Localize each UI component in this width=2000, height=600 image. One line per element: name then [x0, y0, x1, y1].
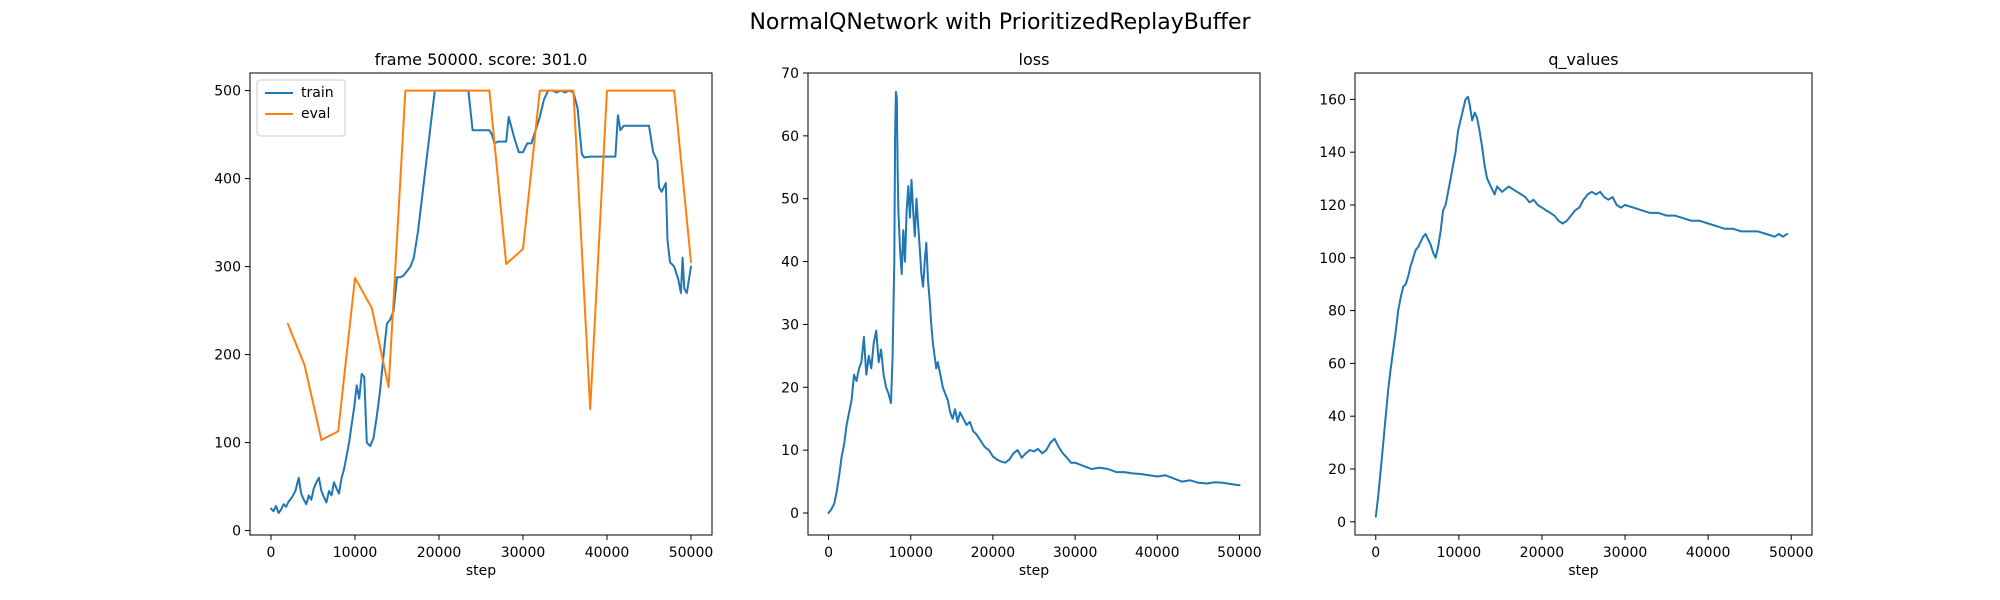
q-values-y-tick-label: 40 [1328, 409, 1346, 425]
q-values-y-tick-label: 120 [1319, 198, 1346, 214]
loss-x-tick-label: 20000 [971, 545, 1016, 561]
loss-panel: 0 10000 20000 30000 40000 50000 0 10 20 30 40 50 60 7… [781, 50, 1262, 579]
q-values-axes-frame [1354, 72, 1813, 536]
score-x-tick-label: 50000 [669, 545, 714, 561]
legend-label-train: train [301, 85, 334, 101]
q-values-x-tick-label: 40000 [1686, 545, 1731, 561]
q-values-y-tick-label: 80 [1328, 304, 1346, 320]
q-values-y-tick-label: 160 [1319, 92, 1346, 108]
loss-y-tick-label: 40 [781, 255, 799, 271]
q-values-x-tick-label: 0 [1371, 545, 1380, 561]
loss-x-tick-label: 50000 [1217, 545, 1262, 561]
loss-x-axis-label: step [1019, 563, 1049, 579]
score-y-tick-label: 400 [214, 172, 241, 188]
score-x-tick-label: 30000 [501, 545, 546, 561]
score-x-tick-label: 40000 [585, 545, 630, 561]
q-values-y-tick-label: 0 [1337, 515, 1346, 531]
score-title: frame 50000. score: 301.0 [375, 50, 588, 69]
q-values-y-tick-label: 60 [1328, 356, 1346, 372]
loss-x-tick-label: 10000 [888, 545, 933, 561]
q-values-y-tick-label: 20 [1328, 462, 1346, 478]
loss-axes-frame [807, 72, 1261, 536]
legend-label-eval: eval [301, 106, 330, 122]
loss-y-tick-label: 10 [781, 443, 799, 459]
score-axes-frame [249, 72, 713, 536]
figure-suptitle: NormalQNetwork with PrioritizedReplayBuf… [749, 10, 1251, 35]
score-y-tick-label: 300 [214, 260, 241, 276]
q-values-x-tick-label: 30000 [1603, 545, 1648, 561]
score-x-tick-label: 10000 [333, 545, 378, 561]
score-y-tick-label: 200 [214, 348, 241, 364]
loss-series-line-0 [827, 90, 1241, 514]
q-values-series-line-0 [1374, 95, 1789, 518]
score-y-tick-label: 500 [214, 84, 241, 100]
q-values-y-tick-label: 140 [1319, 145, 1346, 161]
score-x-tick-label: 0 [267, 545, 276, 561]
loss-x-tick-label: 30000 [1053, 545, 1098, 561]
loss-x-tick-label: 0 [824, 545, 833, 561]
score-series-line-train [270, 89, 692, 514]
q-values-panel: 0 10000 20000 30000 40000 50000 0 20 40 60 80 100 12… [1319, 50, 1813, 579]
score-legend: train eval [256, 79, 346, 137]
q-values-x-axis-label: step [1568, 563, 1598, 579]
score-series-line-eval [286, 89, 692, 441]
loss-y-tick-label: 20 [781, 380, 799, 396]
loss-y-tick-label: 30 [781, 317, 799, 333]
score-y-tick-label: 0 [232, 524, 241, 540]
loss-x-tick-label: 40000 [1135, 545, 1180, 561]
q-values-title: q_values [1548, 50, 1618, 70]
score-x-axis-label: step [466, 563, 496, 579]
q-values-x-tick-label: 50000 [1769, 545, 1814, 561]
loss-y-tick-label: 50 [781, 192, 799, 208]
score-y-tick-label: 100 [214, 436, 241, 452]
loss-y-tick-label: 60 [781, 129, 799, 145]
score-x-tick-label: 20000 [417, 545, 462, 561]
q-values-x-tick-label: 10000 [1437, 545, 1482, 561]
q-values-x-tick-label: 20000 [1520, 545, 1565, 561]
loss-y-tick-label: 70 [781, 66, 799, 82]
score-panel: 0 10000 20000 30000 40000 50000 0 100 200 300 400 5… [214, 50, 713, 579]
loss-y-tick-label: 0 [790, 506, 799, 522]
loss-title: loss [1019, 50, 1050, 69]
q-values-y-tick-label: 100 [1319, 251, 1346, 267]
